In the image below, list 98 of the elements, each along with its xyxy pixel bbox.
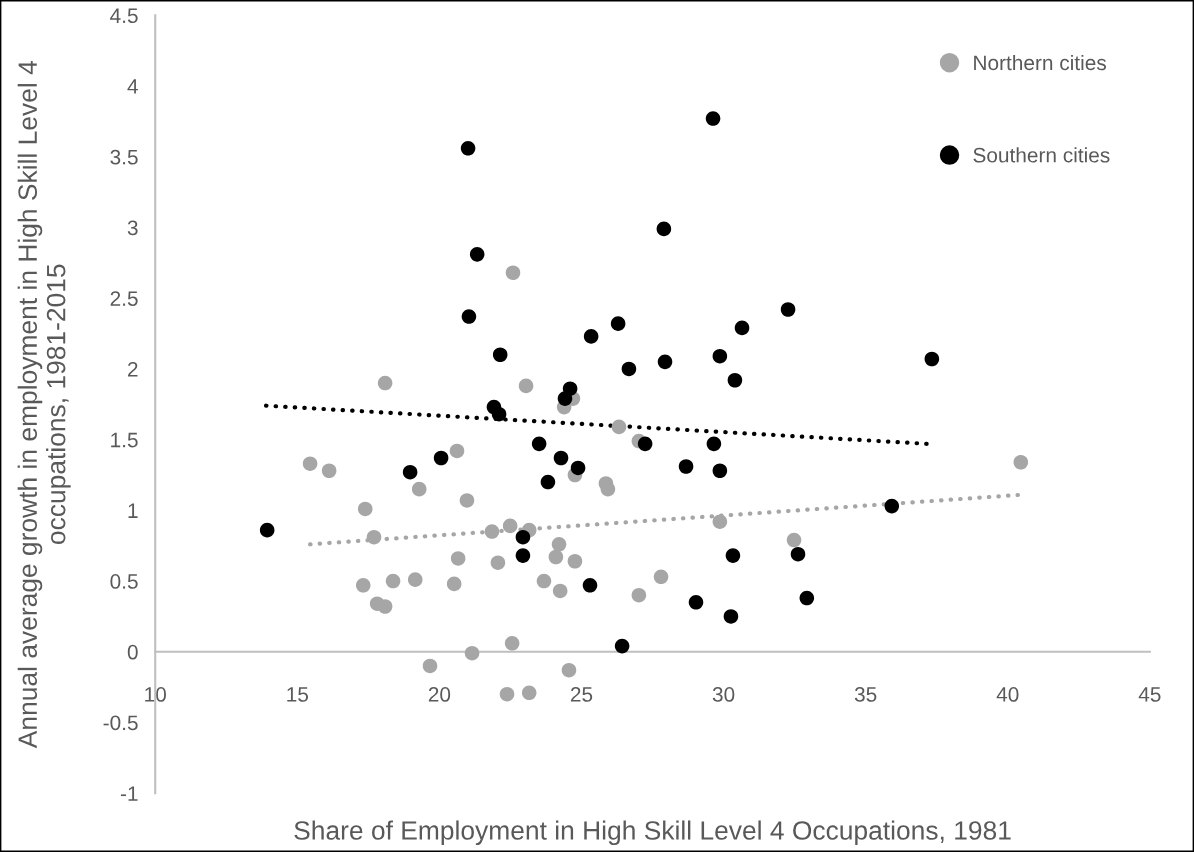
x-tick-label: 15 [287,687,309,702]
point [734,320,750,336]
x-tick-label: 20 [428,687,451,702]
point [407,572,423,587]
y-tick-label: 1.5 [111,432,138,448]
x-tick-label: 45 [1138,687,1161,702]
x-tick-label: 10 [145,687,166,702]
point [799,590,815,606]
point [727,372,743,388]
point [459,493,475,508]
x-tick-label: 30 [712,687,735,702]
point [321,463,337,479]
point [484,524,500,539]
x-tick-label: 40 [996,687,1019,702]
point [422,658,438,674]
x-tick-label: 35 [854,687,877,702]
y-tick-label: 2 [128,361,138,377]
point [531,436,547,452]
point [621,361,637,377]
y-tick-label: 2.5 [110,291,138,306]
point [712,348,728,364]
y-tick-label: -1 [120,786,138,801]
point [786,532,802,548]
point [460,141,476,156]
y-tick-label: 4 [127,79,138,94]
point [653,569,669,585]
point [355,578,371,593]
point [515,529,531,545]
point [446,576,462,592]
point [540,474,556,490]
point [678,459,694,474]
point [557,391,573,406]
legend-label: Southern cities [973,147,1110,163]
point [377,599,393,614]
point [712,463,728,479]
point [433,450,449,466]
point [464,645,480,661]
point [461,309,477,324]
point [469,247,485,262]
point [490,555,506,570]
point [656,221,672,237]
point [502,518,518,534]
point [582,578,598,593]
point [610,316,626,331]
point [505,265,521,281]
point [614,638,630,654]
point [450,551,466,566]
point [706,436,722,452]
point [688,595,704,610]
point [449,443,465,459]
point [637,436,653,452]
point [402,464,418,480]
point [536,573,552,589]
point [1013,454,1029,470]
y-tick-label: 0.5 [110,574,138,589]
point [302,456,318,471]
point [723,609,739,624]
y-tick-label: -0.5 [103,715,138,731]
point [259,522,275,538]
y-tick-label: 0 [127,644,138,660]
point [499,686,515,702]
point [377,375,393,391]
x-tick-label: 25 [570,687,593,702]
point [548,549,564,565]
point [611,419,627,435]
point [780,302,796,317]
point [631,587,647,603]
point [712,514,728,529]
point [790,546,806,562]
point [552,583,568,599]
point [657,354,673,370]
point [705,111,721,126]
point [570,460,586,476]
point [491,406,507,422]
point [366,529,382,545]
point [515,548,531,563]
point [725,548,741,563]
y-tick-label: 3.5 [110,149,138,165]
point [504,636,520,651]
point [583,329,599,344]
point [924,351,940,367]
point [553,450,569,466]
point [518,378,534,394]
point [357,501,373,517]
y-tick-label: 3 [127,220,138,236]
x-axis-title: Share of Employment in High Skill Level 4 Occupations, 1981 [294,820,1011,846]
y-tick-label: 1 [128,503,138,518]
point [385,573,401,589]
point [567,553,583,569]
legend-label: Northern cities [974,54,1106,71]
point [492,347,508,363]
point [411,481,427,497]
y-tick-label: 4.5 [110,8,138,24]
point [521,685,537,701]
point [884,498,900,514]
point [551,537,567,552]
y-axis-title: Annual average growth in employment in High Skill Level 4 occupations, 1981-2015 [17,61,71,749]
point [561,662,577,678]
